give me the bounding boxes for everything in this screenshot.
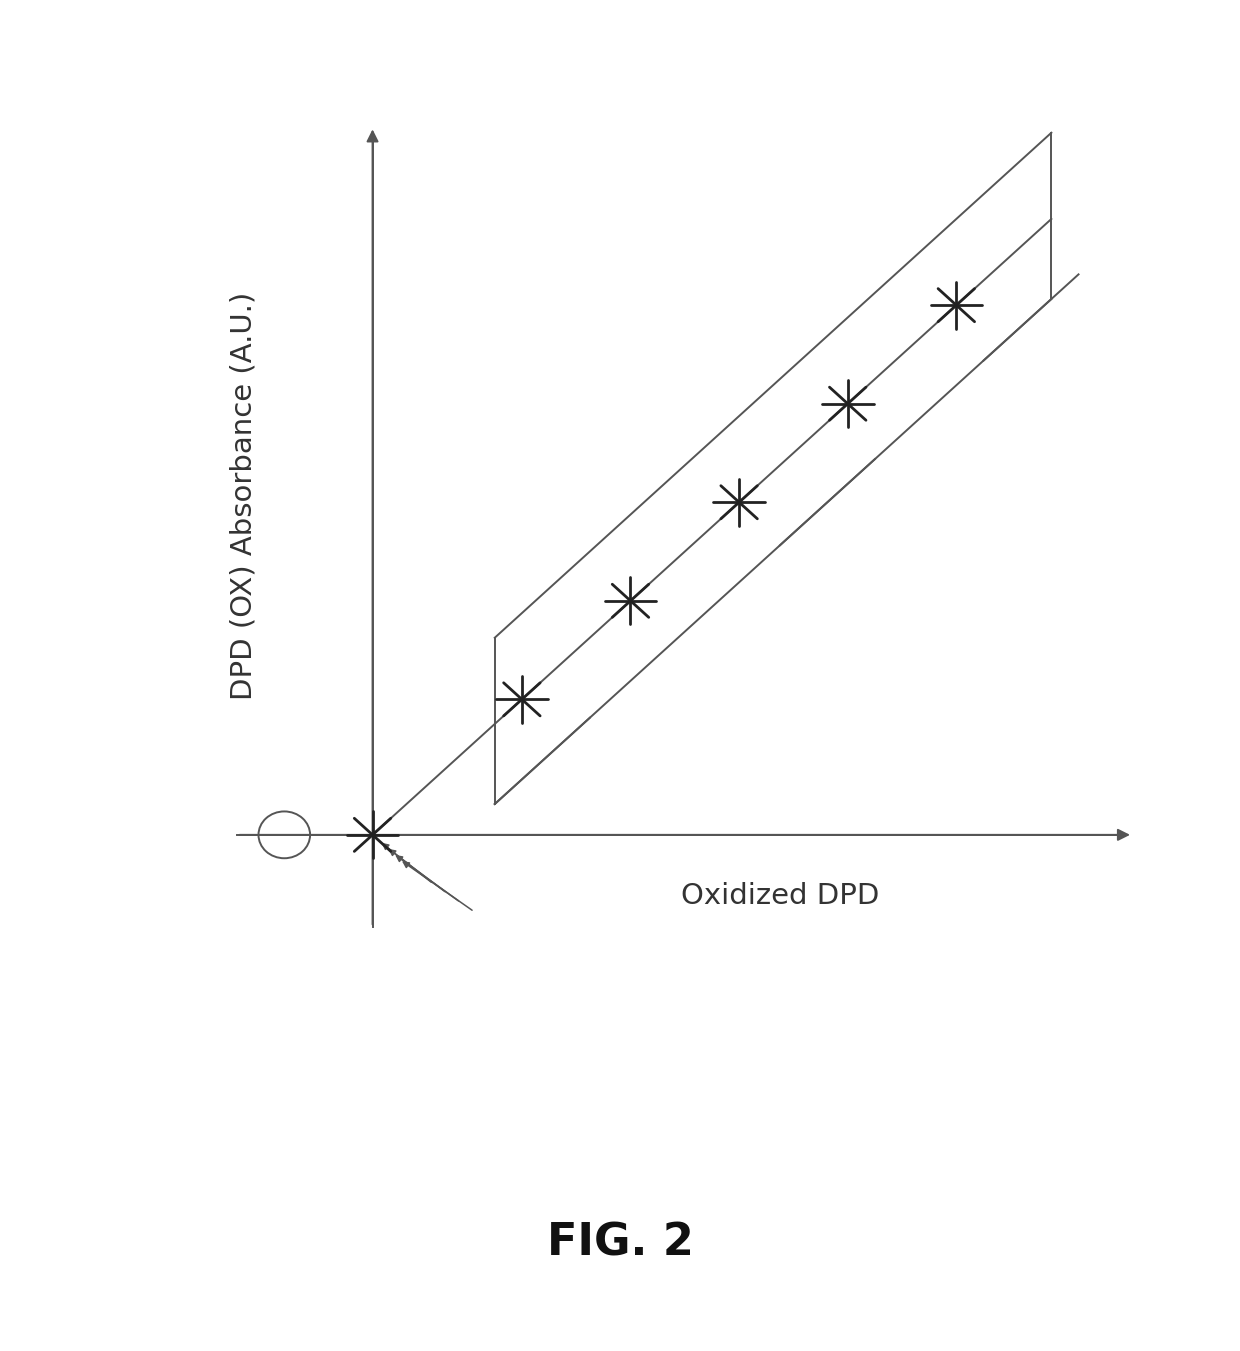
Text: FIG. 2: FIG. 2 xyxy=(547,1221,693,1265)
Text: DPD (OX) Absorbance (A.U.): DPD (OX) Absorbance (A.U.) xyxy=(229,292,258,700)
Text: Oxidized DPD: Oxidized DPD xyxy=(681,882,879,911)
